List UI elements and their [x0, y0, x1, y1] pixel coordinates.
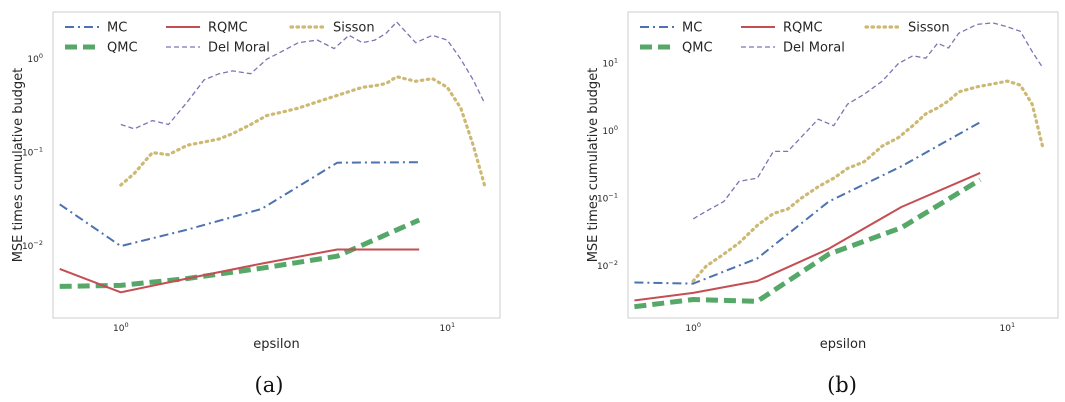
legend-label-mc: MC	[682, 21, 702, 36]
series-line-sisson	[119, 75, 487, 187]
x-tick-label: 100	[685, 321, 701, 334]
y-tick-exponent: −1	[608, 192, 618, 200]
series-line-mc	[634, 121, 981, 285]
y-axis-title: MSE times cumulative budget	[586, 68, 601, 263]
x-axis-title: epsilon	[820, 337, 866, 352]
x-tick-label: 101	[440, 321, 456, 334]
panel-caption: (a)	[255, 373, 284, 397]
y-tick-exponent: 1	[614, 57, 618, 65]
y-axis-title: MSE times cumulative budget	[11, 68, 26, 263]
y-tick-exponent: 0	[614, 124, 618, 132]
y-tick-label: 100	[27, 52, 43, 65]
legend-label-rqmc: RQMC	[208, 21, 248, 36]
legend-label-del-moral: Del Moral	[208, 41, 270, 56]
y-tick-exponent: 0	[39, 52, 43, 60]
legend-label-sisson: Sisson	[908, 21, 950, 36]
series-line-sisson	[691, 79, 1045, 283]
x-tick-exponent: 0	[697, 321, 701, 329]
plot-area	[627, 11, 1059, 319]
x-tick-exponent: 0	[124, 321, 128, 329]
legend-label-rqmc: RQMC	[783, 21, 823, 36]
series-line-qmc	[634, 177, 982, 310]
x-tick-label: 101	[1000, 321, 1016, 334]
y-tick-exponent: −2	[608, 259, 618, 267]
y-tick-label: 101	[602, 57, 618, 70]
y-tick-exponent: −1	[33, 146, 43, 154]
legend-label-del-moral: Del Moral	[783, 41, 845, 56]
x-axis-title: epsilon	[253, 337, 299, 352]
y-tick-label: 100	[602, 124, 618, 137]
legend-label-qmc: QMC	[107, 41, 138, 56]
x-tick-exponent: 1	[451, 321, 455, 329]
legend: MC QMC RQMC Del Moral Sisson	[640, 21, 950, 56]
legend: MC QMC RQMC Del Moral Sisson	[65, 21, 375, 56]
x-tick-label: 100	[113, 321, 129, 334]
series-line-mc	[59, 161, 420, 248]
plot-area	[52, 11, 501, 319]
panel-caption: (b)	[827, 373, 857, 397]
legend-label-mc: MC	[107, 21, 127, 36]
series-line-rqmc	[634, 171, 981, 302]
legend-label-sisson: Sisson	[333, 21, 375, 36]
legend-label-qmc: QMC	[682, 41, 713, 56]
series-line-rqmc	[59, 248, 420, 294]
series-line-del-moral	[120, 21, 486, 130]
y-tick-exponent: −2	[33, 239, 43, 247]
x-tick-exponent: 1	[1011, 321, 1015, 329]
